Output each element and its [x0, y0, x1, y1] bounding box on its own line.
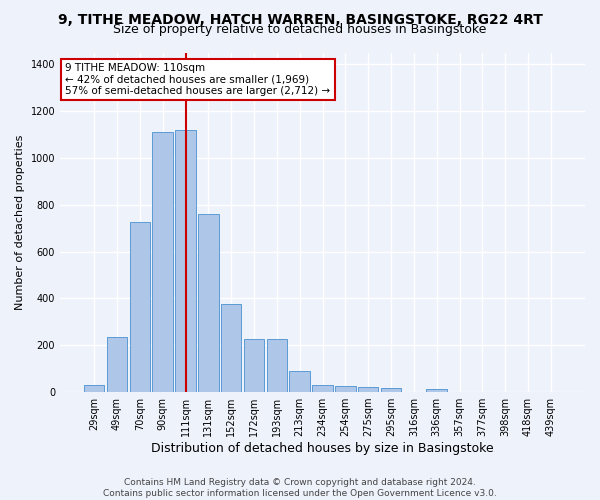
- Bar: [221, 304, 241, 392]
- Text: 9, TITHE MEADOW, HATCH WARREN, BASINGSTOKE, RG22 4RT: 9, TITHE MEADOW, HATCH WARREN, BASINGSTO…: [58, 12, 542, 26]
- Bar: [335, 386, 356, 392]
- Bar: [381, 388, 401, 392]
- Text: Contains HM Land Registry data © Crown copyright and database right 2024.
Contai: Contains HM Land Registry data © Crown c…: [103, 478, 497, 498]
- Bar: [107, 337, 127, 392]
- Text: Size of property relative to detached houses in Basingstoke: Size of property relative to detached ho…: [113, 22, 487, 36]
- Bar: [358, 387, 379, 392]
- Bar: [198, 214, 218, 392]
- Bar: [427, 390, 447, 392]
- Bar: [266, 340, 287, 392]
- X-axis label: Distribution of detached houses by size in Basingstoke: Distribution of detached houses by size …: [151, 442, 494, 455]
- Bar: [84, 385, 104, 392]
- Bar: [312, 385, 333, 392]
- Bar: [289, 371, 310, 392]
- Text: 9 TITHE MEADOW: 110sqm
← 42% of detached houses are smaller (1,969)
57% of semi-: 9 TITHE MEADOW: 110sqm ← 42% of detached…: [65, 62, 331, 96]
- Y-axis label: Number of detached properties: Number of detached properties: [15, 134, 25, 310]
- Bar: [244, 340, 264, 392]
- Bar: [130, 222, 150, 392]
- Bar: [152, 132, 173, 392]
- Bar: [175, 130, 196, 392]
